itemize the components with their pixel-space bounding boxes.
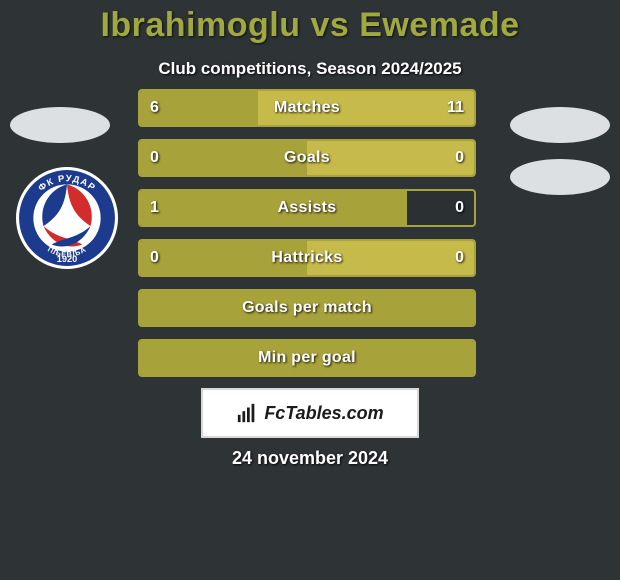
- stat-label: Matches: [140, 99, 474, 117]
- branding-box: FcTables.com: [201, 388, 419, 438]
- stat-label: Goals per match: [140, 299, 474, 317]
- stat-label: Min per goal: [140, 349, 474, 367]
- stat-row: 00Hattricks: [138, 239, 476, 277]
- stat-label: Hattricks: [140, 249, 474, 267]
- club-badge-left: 1920 ФК РУДАР ПЉЕВЉА: [16, 167, 118, 269]
- stat-row: 611Matches: [138, 89, 476, 127]
- branding-text: FcTables.com: [264, 403, 383, 424]
- player-left-avatar-placeholder: [10, 107, 110, 143]
- player-right-avatar-placeholder-2: [510, 159, 610, 195]
- stat-row: 00Goals: [138, 139, 476, 177]
- stat-row: Min per goal: [138, 339, 476, 377]
- page-title: Ibrahimoglu vs Ewemade: [0, 0, 620, 45]
- date-text: 24 november 2024: [0, 448, 620, 469]
- chart-icon: [236, 402, 258, 424]
- subtitle: Club competitions, Season 2024/2025: [0, 59, 620, 79]
- stat-row: Goals per match: [138, 289, 476, 327]
- stat-label: Assists: [140, 199, 474, 217]
- stat-label: Goals: [140, 149, 474, 167]
- player-right-avatar-placeholder-1: [510, 107, 610, 143]
- stat-row: 10Assists: [138, 189, 476, 227]
- stat-rows: 611Matches 00Goals 10Assists 00Hattricks Goa…: [138, 89, 476, 389]
